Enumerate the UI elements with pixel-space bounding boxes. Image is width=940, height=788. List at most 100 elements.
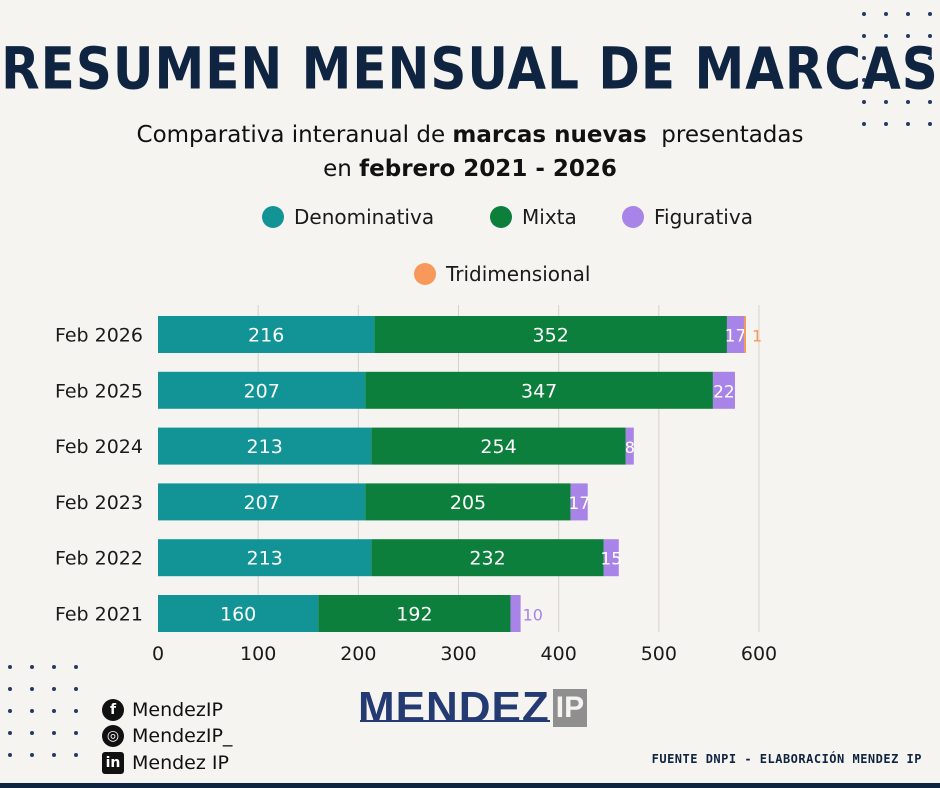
y-category-label: Feb 2025 xyxy=(55,380,143,402)
decorative-dot xyxy=(862,78,866,82)
bar-segment-figurativa xyxy=(510,595,521,632)
decorative-dot xyxy=(30,731,34,735)
legend-swatch xyxy=(490,206,512,228)
decorative-dot xyxy=(906,56,910,60)
decorative-dot xyxy=(30,753,34,757)
decorative-dot xyxy=(8,753,12,757)
x-tick-label: 0 xyxy=(152,643,164,665)
data-label: 347 xyxy=(521,380,557,402)
data-label: 192 xyxy=(396,604,432,626)
decorative-dot xyxy=(74,709,78,713)
data-label: 213 xyxy=(247,548,283,570)
decorative-dot xyxy=(862,122,866,126)
bar-segment-denominativa xyxy=(158,316,375,353)
decorative-dot xyxy=(928,34,932,38)
decorative-dot xyxy=(8,687,12,691)
decorative-dot xyxy=(52,687,56,691)
y-category-label: Feb 2022 xyxy=(55,548,143,570)
bar-segment-denominativa xyxy=(158,483,366,521)
instagram-icon: ◎ xyxy=(102,725,124,747)
data-label: 1 xyxy=(752,327,762,346)
data-label: 8 xyxy=(625,438,635,457)
data-label: 213 xyxy=(247,436,283,458)
x-tick-label: 500 xyxy=(641,643,677,665)
subtitle-text-2: presentadas xyxy=(646,122,804,148)
data-label: 216 xyxy=(248,325,284,347)
decorative-dot xyxy=(862,12,866,16)
data-label: 17 xyxy=(568,494,590,514)
decorative-dot xyxy=(74,665,78,669)
bar-segment-figurativa xyxy=(712,371,735,409)
mendez-ip-logo: MENDEZ IP xyxy=(358,683,588,733)
bar-segment-mixta xyxy=(318,595,511,632)
source-note: FUENTE DNPI - ELABORACIÓN MENDEZ IP xyxy=(651,752,922,766)
data-label: 10 xyxy=(523,606,543,625)
decorative-dot xyxy=(906,122,910,126)
decorative-dot xyxy=(884,56,888,60)
bar-segment-mixta xyxy=(365,371,713,409)
decorative-dot xyxy=(8,709,12,713)
x-tick-label: 200 xyxy=(340,643,376,665)
decorative-dot xyxy=(928,12,932,16)
legend-item-denominativa: Denominativa xyxy=(262,205,434,229)
linkedin-icon: in xyxy=(102,752,124,774)
decorative-dot xyxy=(884,122,888,126)
y-category-label: Feb 2026 xyxy=(55,325,143,347)
decorative-dot xyxy=(52,731,56,735)
social-instagram[interactable]: ◎ MendezIP_ xyxy=(102,725,232,747)
legend-swatch xyxy=(414,263,436,285)
legend-swatch xyxy=(622,206,644,228)
data-label: 17 xyxy=(725,327,747,347)
decorative-dot xyxy=(30,687,34,691)
decorative-dot xyxy=(74,753,78,757)
social-label: MendezIP_ xyxy=(132,725,233,747)
bottom-bar xyxy=(0,783,940,788)
bar-segment-mixta xyxy=(371,539,604,577)
legend-item-figurativa: Figurativa xyxy=(622,205,753,229)
legend-label: Figurativa xyxy=(654,205,753,229)
decorative-dot xyxy=(52,665,56,669)
legend-label: Tridimensional xyxy=(446,262,591,286)
decorative-dot xyxy=(906,12,910,16)
stacked-bar-chart: 0 100 200 300 400 500 600 Feb 2026 216 352 17 1 Feb … xyxy=(55,305,777,665)
bar-segment-mixta xyxy=(374,316,727,353)
decorative-dot xyxy=(884,12,888,16)
decorative-dot xyxy=(74,731,78,735)
decorative-dot xyxy=(884,34,888,38)
decorative-dot xyxy=(928,56,932,60)
decorative-dot xyxy=(862,100,866,104)
bar-segment-tridimensional xyxy=(743,316,746,353)
facebook-icon: f xyxy=(102,699,124,721)
decorative-dot xyxy=(74,687,78,691)
decorative-dot xyxy=(30,665,34,669)
social-linkedin[interactable]: in Mendez IP xyxy=(102,752,229,774)
data-label: 207 xyxy=(244,380,280,402)
logo-suffix: IP xyxy=(552,689,588,727)
decorative-dot xyxy=(906,34,910,38)
data-label: 232 xyxy=(469,548,505,570)
decorative-dot xyxy=(884,100,888,104)
decorative-dot xyxy=(8,665,12,669)
social-facebook[interactable]: f MendezIP xyxy=(102,699,223,721)
x-tick-label: 400 xyxy=(541,643,577,665)
bar-segment-denominativa xyxy=(158,539,372,577)
subtitle-bold-1: marcas nuevas xyxy=(452,122,647,148)
data-label: 15 xyxy=(600,550,622,570)
decorative-dot xyxy=(906,100,910,104)
decorative-dot xyxy=(862,34,866,38)
decorative-dot xyxy=(906,78,910,82)
bar-segment-denominativa xyxy=(158,371,366,409)
x-tick-label: 600 xyxy=(741,643,777,665)
y-category-label: Feb 2023 xyxy=(55,492,143,514)
data-label: 205 xyxy=(450,492,486,514)
decorative-dot xyxy=(928,100,932,104)
data-label: 207 xyxy=(244,492,280,514)
legend-label: Mixta xyxy=(522,205,577,229)
bar-segment-figurativa xyxy=(726,316,744,353)
page-subtitle: Comparativa interanual de marcas nuevas … xyxy=(0,118,940,186)
bar-segment-figurativa xyxy=(625,427,634,465)
decorative-dot xyxy=(52,753,56,757)
x-tick-label: 300 xyxy=(440,643,476,665)
logo-underline xyxy=(360,720,550,722)
bar-segment-figurativa xyxy=(570,483,588,521)
